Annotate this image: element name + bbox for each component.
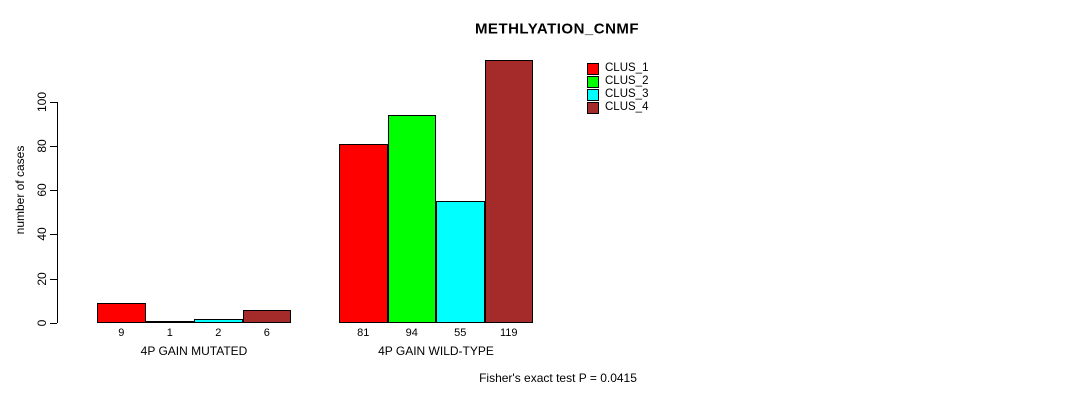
bar-value-label: 9	[118, 327, 125, 339]
y-tick-mark	[50, 101, 57, 103]
y-axis-label: number of cases	[13, 145, 27, 235]
legend-item-clus_2: CLUS_2	[587, 75, 648, 88]
bar-value-label: 55	[454, 327, 467, 339]
bar-clus_2-group2	[387, 114, 436, 323]
y-tick-label: 100	[35, 91, 49, 112]
legend-label: CLUS_4	[605, 101, 649, 113]
y-tick-mark	[50, 278, 57, 280]
y-tick-mark	[50, 190, 57, 192]
bar-value-label: 94	[405, 327, 418, 339]
legend-item-clus_1: CLUS_1	[587, 62, 648, 75]
y-tick-label: 40	[35, 227, 49, 242]
bar-clus_3-group2	[436, 201, 485, 323]
legend-swatch-icon	[587, 88, 599, 101]
y-axis-line	[57, 102, 58, 323]
bar-clus_3-group1	[194, 318, 243, 323]
bar-value-label: 2	[215, 327, 222, 339]
bar-value-label: 119	[499, 327, 518, 339]
legend: CLUS_1 CLUS_2 CLUS_3 CLUS_4	[587, 62, 648, 114]
y-tick-label: 20	[35, 272, 49, 286]
legend-label: CLUS_2	[605, 75, 649, 87]
legend-label: CLUS_1	[605, 62, 649, 74]
chart-title: METHLYATION_CNMF	[474, 20, 640, 38]
bar-value-label: 1	[166, 327, 173, 339]
y-tick-mark	[50, 234, 57, 236]
annotation-fisher-test: Fisher's exact test P = 0.0415	[479, 371, 637, 385]
bar-clus_2-group1	[145, 320, 194, 323]
y-tick-mark	[50, 323, 57, 324]
bar-clus_4-group1	[242, 309, 291, 323]
legend-item-clus_4: CLUS_4	[587, 101, 648, 114]
bar-value-label: 6	[263, 327, 270, 339]
legend-item-clus_3: CLUS_3	[587, 88, 648, 101]
y-tick-mark	[50, 145, 57, 147]
legend-swatch-icon	[587, 62, 599, 75]
y-tick-label: 80	[35, 139, 49, 153]
bar-clus_1-group2	[339, 143, 388, 323]
bar-value-label: 81	[357, 327, 370, 339]
y-tick-label: 0	[35, 319, 49, 327]
legend-swatch-icon	[587, 75, 599, 88]
group-label: 4P GAIN WILD-TYPE	[378, 344, 494, 358]
legend-swatch-icon	[587, 101, 599, 114]
group-label: 4P GAIN MUTATED	[140, 344, 248, 358]
bar-clus_4-group2	[484, 59, 533, 323]
y-tick-label: 60	[35, 183, 49, 197]
bar-clus_1-group1	[97, 303, 146, 323]
legend-label: CLUS_3	[605, 88, 649, 100]
